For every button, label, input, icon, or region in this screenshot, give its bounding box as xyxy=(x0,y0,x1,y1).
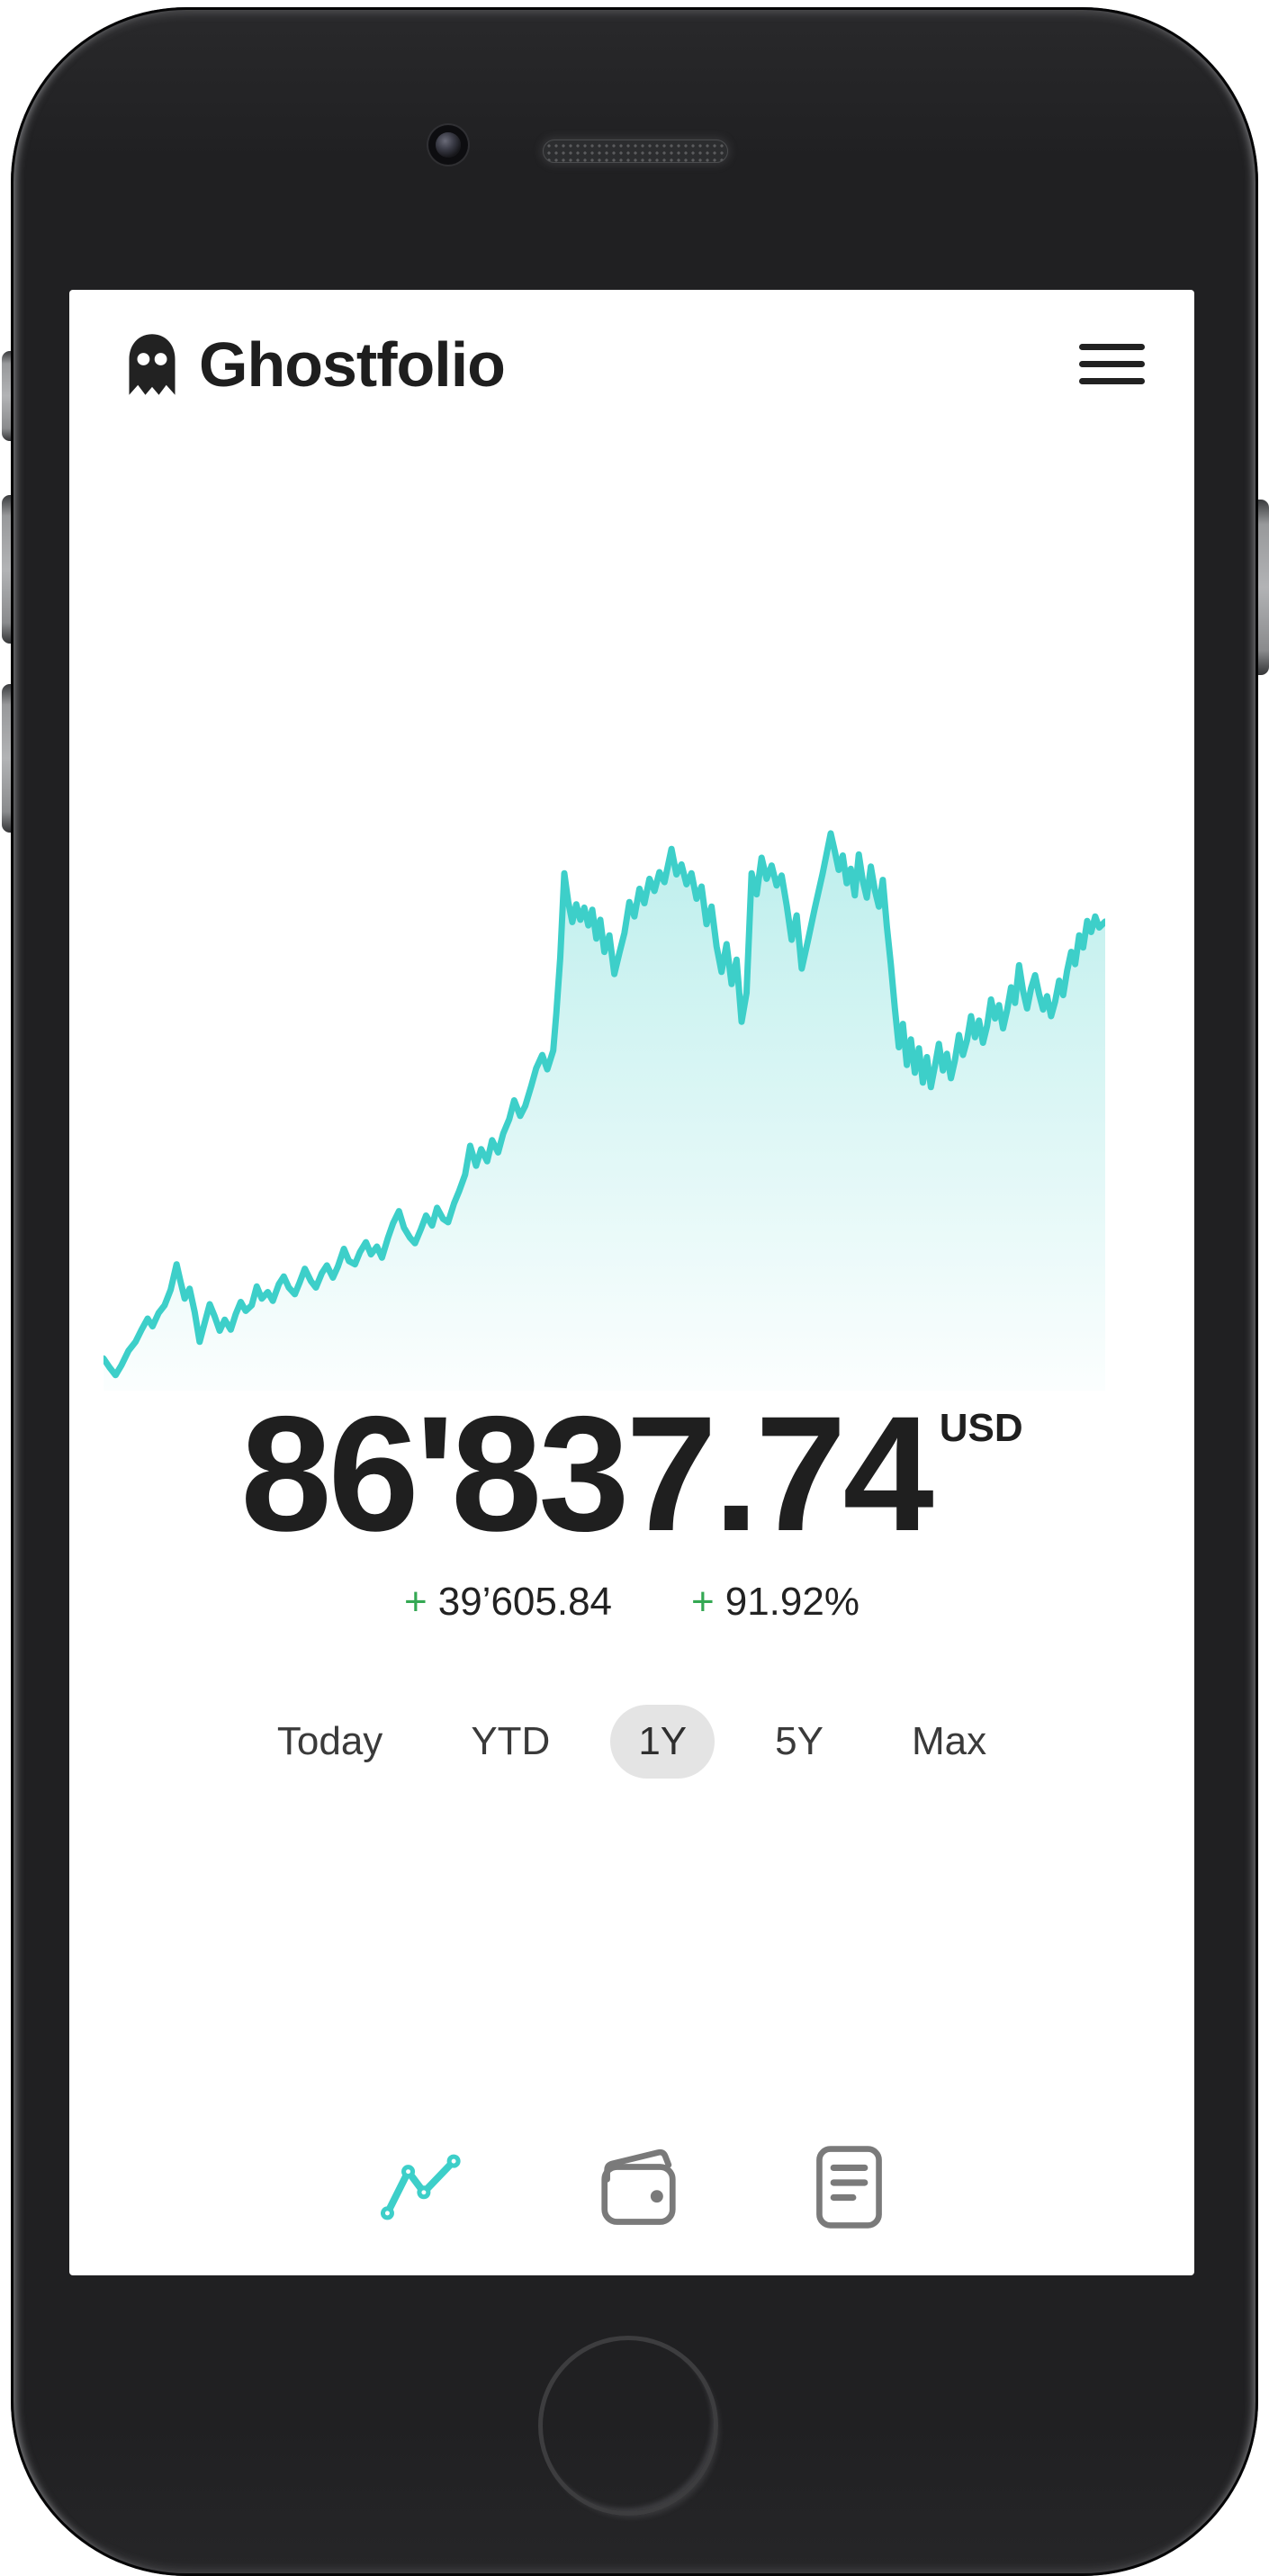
portfolio-total-value: 86'837.74 xyxy=(240,1382,933,1565)
range-max[interactable]: Max xyxy=(911,1719,987,1763)
bottom-nav xyxy=(69,2146,1194,2229)
change-absolute-value: 39’605.84 xyxy=(437,1580,613,1624)
app-screen: Ghostfolio xyxy=(69,290,1194,2275)
plus-sign: + xyxy=(404,1580,428,1624)
phone-frame: Ghostfolio xyxy=(11,7,1258,2576)
earpiece-speaker xyxy=(543,140,728,163)
page-title: Ghostfolio xyxy=(199,329,506,400)
home-button[interactable] xyxy=(538,2336,718,2516)
line-chart-icon[interactable] xyxy=(381,2152,462,2222)
front-camera xyxy=(436,132,461,158)
ghost-icon xyxy=(129,334,176,395)
change-percent: + 91.92% xyxy=(691,1582,860,1622)
range-1y[interactable]: 1Y xyxy=(610,1705,716,1779)
change-percent-value: 91.92% xyxy=(724,1580,860,1624)
app-header: Ghostfolio xyxy=(125,326,506,403)
report-icon[interactable] xyxy=(815,2146,883,2229)
portfolio-value-row: 86'837.74 USD xyxy=(69,1392,1194,1555)
wallet-icon[interactable] xyxy=(597,2148,680,2227)
power-button[interactable] xyxy=(1255,500,1269,675)
performance-chart[interactable] xyxy=(100,815,1109,1391)
date-range-selector: Today YTD 1Y 5Y Max xyxy=(69,1705,1194,1779)
range-5y[interactable]: 5Y xyxy=(775,1719,824,1763)
hamburger-menu-icon[interactable] xyxy=(1079,344,1145,384)
plus-sign: + xyxy=(691,1580,715,1624)
chart-line xyxy=(100,830,1109,1379)
change-absolute: + 39’605.84 xyxy=(404,1582,612,1622)
range-ytd[interactable]: YTD xyxy=(471,1719,551,1763)
change-row: + 39’605.84 + 91.92% xyxy=(69,1582,1194,1622)
currency-label: USD xyxy=(939,1406,1023,1450)
range-today[interactable]: Today xyxy=(276,1719,383,1763)
chart-area-fill xyxy=(104,833,1105,1391)
